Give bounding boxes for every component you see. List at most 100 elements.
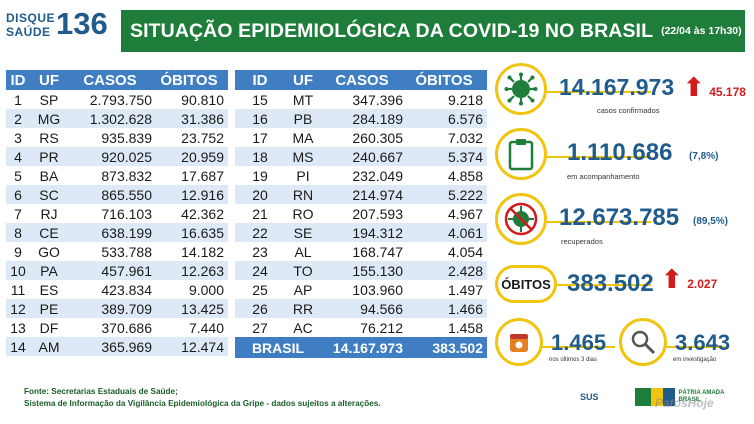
- table-row: 7 RJ 716.103 42.362: [6, 204, 228, 223]
- cell-obitos: 4.061: [447, 224, 483, 241]
- cell-casos: 533.788: [101, 243, 152, 260]
- cell-casos: 389.709: [101, 300, 152, 317]
- cell-obitos: 12.263: [181, 262, 224, 279]
- table-row: 17 MA 260.305 7.032: [235, 128, 487, 147]
- cell-obitos: 4.054: [447, 243, 483, 260]
- table-row: 15 MT 347.396 9.218: [235, 90, 487, 109]
- recuperados-value: 12.673.785: [559, 204, 680, 231]
- cell-casos: 232.049: [352, 167, 403, 184]
- cell-id: 12: [10, 300, 26, 317]
- cell-uf: PA: [40, 262, 58, 279]
- cell-id: 18: [252, 148, 268, 165]
- cell-uf: RN: [292, 186, 314, 203]
- confirmados-value: 14.167.973: [559, 74, 675, 100]
- cell-uf: AM: [38, 338, 60, 355]
- cell-casos: 240.667: [352, 148, 403, 165]
- cell-casos: 1.302.628: [89, 110, 152, 127]
- cell-uf: AC: [293, 319, 313, 336]
- cell-obitos: 13.425: [181, 300, 224, 317]
- cell-uf: MS: [292, 148, 314, 165]
- cell-id: 24: [252, 262, 268, 279]
- cell-casos: 716.103: [101, 205, 152, 222]
- table-row: 2 MG 1.302.628 31.386: [6, 109, 228, 128]
- cell-obitos: 23.752: [181, 129, 224, 146]
- cell-obitos: 7.032: [447, 129, 483, 146]
- cell-casos: 423.834: [101, 281, 152, 298]
- cell-id: 1: [14, 91, 22, 108]
- table-row: 18 MS 240.667 5.374: [235, 147, 487, 166]
- cell-casos: 103.960: [352, 281, 403, 298]
- cell-obitos: 9.218: [447, 91, 483, 108]
- table-row: 5 BA 873.832 17.687: [6, 166, 228, 185]
- cell-obitos: 1.458: [447, 319, 483, 336]
- table-row: 24 TO 155.130 2.428: [235, 261, 487, 280]
- cell-uf: RR: [292, 300, 314, 317]
- cell-id: 23: [252, 243, 268, 260]
- cell-id: 6: [14, 186, 22, 203]
- cell-id: 27: [252, 319, 268, 336]
- page-date: (22/04 às 17h30): [661, 25, 742, 37]
- cell-casos: 168.747: [352, 243, 403, 260]
- sus-logo: SUS: [580, 392, 599, 402]
- cell-casos: 365.969: [101, 338, 152, 355]
- confirmados-increase-value: 45.178: [709, 85, 746, 99]
- acompanhamento-label: em acompanhamento: [567, 172, 640, 181]
- cell-uf: AP: [293, 281, 313, 298]
- col-obitos: ÓBITOS: [415, 71, 473, 89]
- obitos-increase-value: 2.027: [687, 277, 718, 291]
- cell-obitos: 90.810: [181, 91, 224, 108]
- stat-confirmados: 14.167.973 casos confirmados ⬆ 45.178: [495, 60, 750, 122]
- cell-id: 17: [252, 129, 268, 146]
- cell-id: 25: [252, 281, 268, 298]
- table-row: 3 RS 935.839 23.752: [6, 128, 228, 147]
- cell-uf: RS: [39, 129, 59, 146]
- cell-uf: MA: [292, 129, 314, 146]
- cell-uf: SC: [39, 186, 59, 203]
- calendar-icon: [495, 318, 543, 366]
- states-table-right: ID UF CASOS ÓBITOS 15 MT 347.396 9.218 16 PB 2…: [235, 70, 487, 358]
- cell-id: 2: [14, 110, 22, 127]
- cell-obitos: 12.474: [181, 338, 224, 355]
- cell-obitos: 4.858: [447, 167, 483, 184]
- footer-line1: Fonte: Secretarias Estaduais de Saúde;: [24, 387, 178, 396]
- cell-casos: 935.839: [101, 129, 152, 146]
- cell-id: 4: [14, 148, 22, 165]
- cell-casos: 214.974: [352, 186, 403, 203]
- cell-obitos: 31.386: [181, 110, 224, 127]
- cell-id: 22: [252, 224, 268, 241]
- recuperados-label: recuperados: [561, 237, 603, 246]
- col-uf: UF: [293, 71, 313, 89]
- cell-id: 13: [10, 319, 26, 336]
- total-row: BRASIL 14.167.973 383.502: [235, 337, 487, 358]
- acompanhamento-value: 1.110.686: [567, 139, 673, 166]
- stat-line: [541, 156, 651, 158]
- cell-id: 14: [10, 338, 26, 355]
- cell-casos: 94.566: [360, 300, 403, 317]
- table-row: 25 AP 103.960 1.497: [235, 280, 487, 299]
- disque-saude-logo: DISQUE SAÚDE 136: [6, 6, 114, 46]
- table-row: 11 ES 423.834 9.000: [6, 280, 228, 299]
- cell-obitos: 6.576: [447, 110, 483, 127]
- cell-casos: 865.550: [101, 186, 152, 203]
- stat-line: [541, 91, 651, 93]
- stat-line: [655, 346, 725, 348]
- obitos-increase: ⬆ 2.027: [661, 266, 717, 293]
- obitos-value: 383.502: [567, 270, 654, 297]
- virus-icon: [495, 63, 547, 115]
- cell-uf: ES: [39, 281, 59, 298]
- recuperados-pct: (89,5%): [693, 216, 729, 227]
- cell-uf: MT: [292, 91, 314, 108]
- stat-recuperados: 12.673.785 (89,5%) recuperados: [495, 190, 750, 252]
- cell-uf: RJ: [40, 205, 58, 222]
- table-row: 9 GO 533.788 14.182: [6, 242, 228, 261]
- table-row: 10 PA 457.961 12.263: [6, 261, 228, 280]
- cell-casos: 2.793.750: [89, 91, 152, 108]
- total-obitos: 383.502: [432, 339, 483, 356]
- cell-uf: RO: [292, 205, 314, 222]
- total-label: BRASIL: [251, 339, 305, 356]
- total-casos: 14.167.973: [332, 339, 403, 356]
- footer-source: Fonte: Secretarias Estaduais de Saúde; S…: [24, 386, 381, 410]
- col-casos: CASOS: [83, 71, 137, 89]
- stats-panel: 14.167.973 casos confirmados ⬆ 45.178 1.…: [495, 60, 750, 380]
- table-row: 16 PB 284.189 6.576: [235, 109, 487, 128]
